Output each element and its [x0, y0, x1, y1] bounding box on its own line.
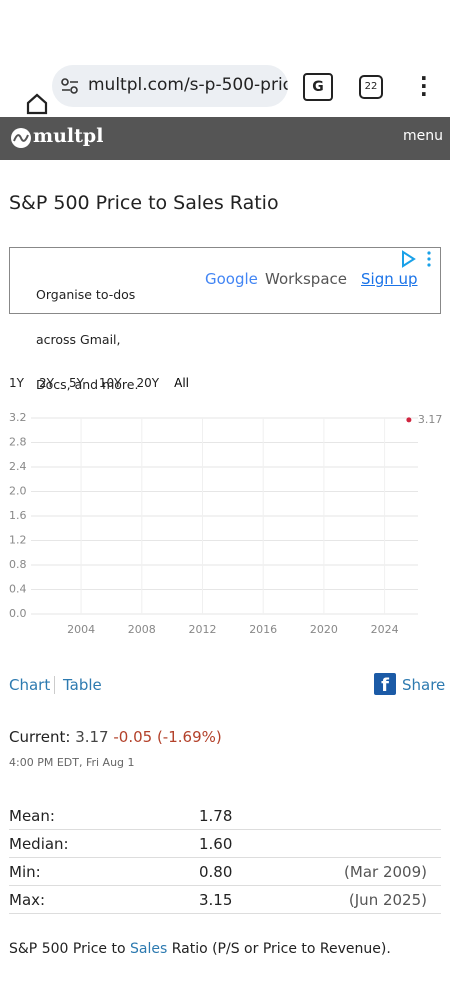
range-button[interactable]: 2Y — [38, 376, 54, 390]
stats-table: Mean: 1.78 Median: 1.60 Min: 0.80 (Mar 2009) Ma… — [9, 802, 441, 914]
current-change: -0.05 (-1.69%) — [113, 728, 222, 746]
stat-value: 0.80 — [199, 863, 233, 881]
y-tick-label: 2.8 — [9, 436, 27, 449]
stats-row: Mean: 1.78 — [9, 802, 441, 830]
stat-value: 3.15 — [199, 891, 233, 909]
ad-cta[interactable]: Sign up — [361, 270, 418, 288]
home-button[interactable] — [14, 72, 50, 121]
range-button[interactable]: 1Y — [9, 376, 24, 390]
range-selector: 1Y 2Y 5Y 10Y 20Y All — [9, 372, 204, 391]
stat-date: (Mar 2009) — [344, 863, 427, 881]
logo[interactable]: multpl — [33, 125, 104, 147]
table-tab[interactable]: Table — [63, 676, 102, 694]
last-point — [406, 417, 412, 423]
range-button[interactable]: All — [174, 376, 190, 390]
x-tick-label: 2024 — [371, 623, 399, 636]
ad-text: Organise to-dos across Gmail, Docs, and … — [36, 257, 138, 422]
share-link[interactable]: Share — [402, 676, 446, 694]
ad-line: across Gmail, — [36, 332, 121, 347]
x-tick-label: 2004 — [67, 623, 95, 636]
facebook-icon[interactable]: f — [374, 673, 396, 696]
stats-row: Median: 1.60 — [9, 830, 441, 858]
x-tick-label: 2020 — [310, 623, 338, 636]
y-tick-label: 3.2 — [9, 411, 27, 424]
home-icon — [27, 93, 48, 115]
description-text: Ratio (P/S or Price to Revenue). — [167, 941, 391, 957]
range-button[interactable]: 10Y — [98, 376, 122, 390]
tab-divider — [54, 676, 55, 694]
ad-product: Workspace — [265, 270, 347, 288]
y-tick-label: 2.4 — [9, 460, 27, 473]
logo-icon — [11, 128, 31, 148]
range-button[interactable]: 5Y — [68, 376, 84, 390]
stat-label: Min: — [9, 863, 41, 881]
stats-row: Min: 0.80 (Mar 2009) — [9, 858, 441, 886]
ad-brand: Google — [205, 270, 258, 288]
description-text: S&P 500 Price to — [9, 941, 130, 957]
stat-value: 1.78 — [199, 807, 233, 825]
stat-label: Median: — [9, 835, 69, 853]
current-line: Current: 3.17 -0.05 (-1.69%) — [9, 728, 222, 746]
description: S&P 500 Price to Sales Ratio (P/S or Pri… — [9, 941, 391, 957]
y-tick-label: 0.0 — [9, 607, 27, 620]
ad-choices — [402, 250, 431, 268]
x-tick-label: 2008 — [128, 623, 156, 636]
menu-link[interactable]: menu — [403, 128, 443, 144]
stat-date: (Jun 2025) — [348, 891, 427, 909]
y-tick-label: 1.6 — [9, 509, 27, 522]
tab-count[interactable]: 22 — [359, 75, 383, 99]
x-tick-label: 2012 — [188, 623, 216, 636]
ad-line: Organise to-dos — [36, 287, 136, 302]
current-label: Current: — [9, 728, 71, 746]
stat-label: Max: — [9, 891, 46, 909]
page-title: S&P 500 Price to Sales Ratio — [9, 192, 279, 214]
y-tick-label: 0.8 — [9, 558, 27, 571]
y-tick-label: 2.0 — [9, 485, 27, 498]
url-text: multpl.com/s-p-500-pric — [88, 75, 288, 95]
translate-button[interactable]: G — [303, 73, 333, 101]
y-tick-label: 0.4 — [9, 583, 27, 596]
ad-banner[interactable]: Organise to-dos across Gmail, Docs, and … — [9, 247, 441, 392]
last-value-label: 3.17 — [418, 413, 443, 426]
chart-tab[interactable]: Chart — [9, 676, 51, 694]
stat-label: Mean: — [9, 807, 55, 825]
y-tick-label: 1.2 — [9, 534, 27, 547]
stat-value: 1.60 — [199, 835, 233, 853]
x-tick-label: 2016 — [249, 623, 277, 636]
description-link[interactable]: Sales — [129, 941, 168, 957]
chart: 0.0 0.4 0.8 1.2 1.6 2.0 2.4 2.8 3.2 2004 2008 2012 2… — [9, 411, 443, 636]
timestamp: 4:00 PM EDT, Fri Aug 1 — [9, 756, 135, 769]
current-value: 3.17 — [75, 728, 109, 746]
url-bar[interactable]: multpl.com/s-p-500-pric — [52, 65, 288, 107]
stats-row: Max: 3.15 (Jun 2025) — [9, 886, 441, 914]
site-header: multpl menu — [0, 117, 450, 160]
ad-line: Docs, and more. — [36, 377, 139, 392]
browser-menu[interactable]: · · · — [420, 66, 428, 106]
site-info-icon — [61, 78, 78, 94]
range-button[interactable]: 20Y — [136, 376, 160, 390]
